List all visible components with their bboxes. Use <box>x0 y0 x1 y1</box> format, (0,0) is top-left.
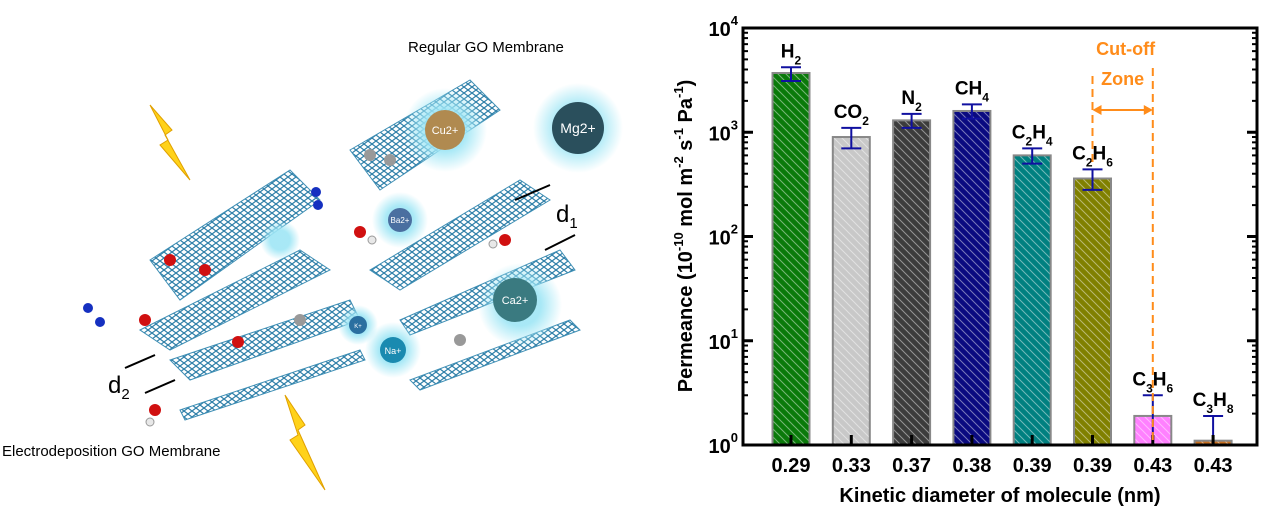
zone-label: Zone <box>1101 69 1144 89</box>
error-bar-3 <box>961 103 982 120</box>
svg-text:Ba2+: Ba2+ <box>391 216 410 225</box>
d2-label: d2 <box>108 372 130 403</box>
x-tick-label-2: 0.37 <box>892 455 931 477</box>
y-tick-label-0: 100 <box>709 430 738 458</box>
bar-0 <box>771 72 811 446</box>
y-tick-label-4: 104 <box>709 13 739 41</box>
bar-3 <box>952 109 992 446</box>
x-tick-label-5: 0.39 <box>1073 455 1112 477</box>
y-tick-label-1: 101 <box>709 326 738 354</box>
svg-text:Na+: Na+ <box>385 346 402 356</box>
d1-label: d1 <box>556 201 578 232</box>
bar-2 <box>892 119 932 447</box>
y-tick-label-2: 102 <box>709 222 738 250</box>
molecule-label-7: C3H8 <box>1193 390 1234 416</box>
cutoff-zone: Cut-off Zone <box>1091 39 1156 445</box>
molecule-label-1: CO2 <box>834 102 870 128</box>
molecule-label-4: C2H4 <box>1012 122 1053 148</box>
x-tick-label-0: 0.29 <box>772 455 811 477</box>
molecule-label-0: H2 <box>781 41 802 67</box>
y-axis-label: Permeance (10-10 mol m-2 s-1 Pa-1) <box>671 80 697 393</box>
error-bar-4 <box>1022 147 1043 165</box>
bar-5 <box>1073 177 1112 446</box>
error-bar-0 <box>781 66 801 83</box>
spacing-markers <box>124 184 576 394</box>
go-sheets <box>139 79 581 421</box>
svg-text:K+: K+ <box>354 324 362 330</box>
permeance-bar-chart: 100 101 102 103 104 0.29 0.33 0.37 0.38 0.39 0.39… <box>671 13 1259 507</box>
plot-frame <box>741 26 1259 447</box>
regular-go-label: Regular GO Membrane <box>408 39 564 56</box>
bar-1 <box>831 136 871 446</box>
cutoff-label: Cut-off <box>1096 39 1156 59</box>
x-tick-label-3: 0.38 <box>952 455 991 477</box>
svg-text:Ca2+: Ca2+ <box>502 295 529 307</box>
x-tick-label-1: 0.33 <box>832 455 871 477</box>
molecule-label-6: C3H6 <box>1132 369 1173 395</box>
x-axis-label: Kinetic diameter of molecule (nm) <box>839 485 1160 507</box>
molecules <box>83 149 511 427</box>
electrodeposition-go-label: Electrodeposition GO Membrane <box>2 443 220 460</box>
svg-text:Mg2+: Mg2+ <box>560 120 595 136</box>
molecule-label-3: CH4 <box>955 78 989 104</box>
lightning-icons <box>149 104 326 491</box>
bar-4 <box>1012 154 1052 446</box>
molecule-label-2: N2 <box>901 88 922 114</box>
membrane-illustration: Cu2+ Mg2+ Ba2+ Ca2+ K+ Na+ d1 d2 Regular… <box>2 39 623 491</box>
y-tick-label-3: 103 <box>709 117 738 145</box>
x-tick-label-7: 0.43 <box>1194 455 1233 477</box>
svg-text:Cu2+: Cu2+ <box>432 125 459 137</box>
error-bar-5 <box>1082 168 1103 191</box>
error-bar-2 <box>901 112 922 129</box>
error-bar-1 <box>841 126 862 150</box>
ions: Cu2+ Mg2+ Ba2+ Ca2+ K+ Na+ <box>260 83 623 378</box>
molecule-label-5: C2H6 <box>1072 143 1113 169</box>
x-tick-label-4: 0.39 <box>1013 455 1052 477</box>
x-tick-label-6: 0.43 <box>1133 455 1172 477</box>
